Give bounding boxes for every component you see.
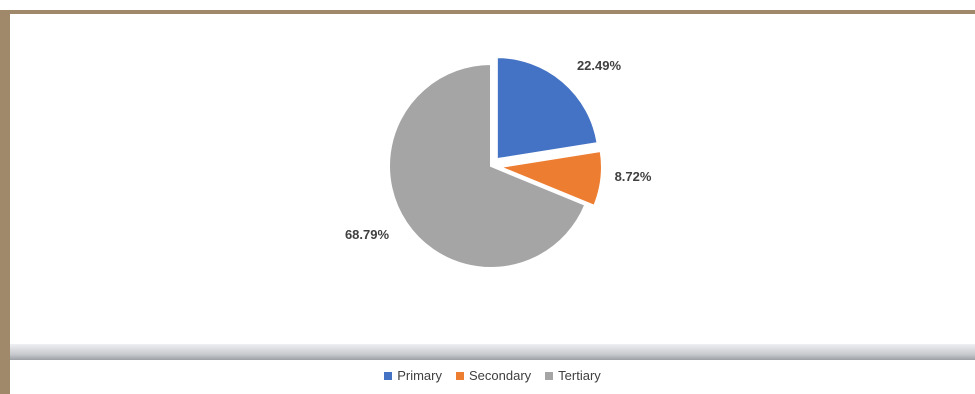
chart-frame: 22.49% 8.72% 68.79% Primary Secondary Tert… bbox=[10, 14, 975, 394]
legend-label-secondary: Secondary bbox=[469, 368, 532, 383]
legend-swatch-tertiary bbox=[545, 371, 554, 380]
pie-slice-secondary bbox=[496, 149, 603, 208]
plot-area: 22.49% 8.72% 68.79% bbox=[14, 18, 975, 336]
legend-item-tertiary: Tertiary bbox=[545, 368, 601, 383]
legend-label-primary: Primary bbox=[397, 368, 442, 383]
pie-slice-tertiary bbox=[388, 62, 587, 269]
data-label-tertiary: 68.79% bbox=[345, 227, 390, 242]
data-label-primary: 22.49% bbox=[577, 58, 622, 73]
legend-swatch-primary bbox=[384, 371, 393, 380]
legend: Primary Secondary Tertiary bbox=[10, 368, 975, 383]
legend-swatch-secondary bbox=[456, 371, 464, 380]
data-label-secondary: 8.72% bbox=[615, 169, 652, 184]
top-strip bbox=[0, 0, 975, 10]
pie-chart: 22.49% 8.72% 68.79% bbox=[345, 56, 652, 269]
legend-panel: Primary Secondary Tertiary bbox=[10, 360, 975, 394]
legend-item-secondary: Secondary bbox=[456, 368, 531, 383]
legend-item-primary: Primary bbox=[384, 368, 442, 383]
pie-slice-primary bbox=[495, 56, 599, 161]
legend-label-tertiary: Tertiary bbox=[558, 368, 601, 383]
